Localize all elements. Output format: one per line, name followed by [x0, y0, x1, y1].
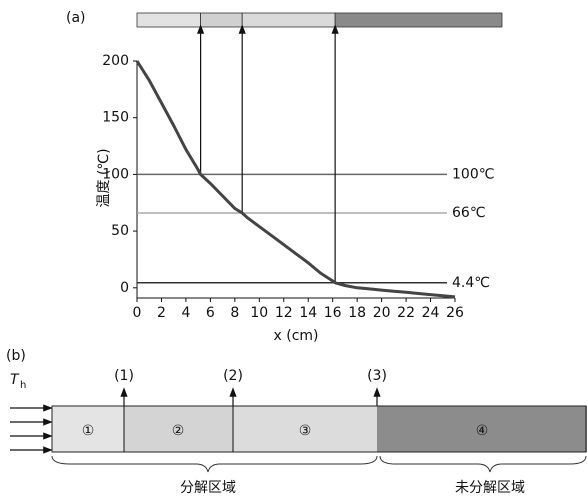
region-3	[233, 406, 377, 452]
x-tick-label: 4	[181, 305, 190, 321]
region-4	[377, 406, 587, 452]
y-axis-label: 温度 (℃)	[96, 148, 112, 207]
strip-segment	[334, 12, 503, 28]
marker: (2)	[223, 368, 243, 384]
sample-outline	[51, 405, 587, 453]
panel-label: (b)	[6, 348, 26, 364]
x-tick-label: 24	[422, 305, 440, 321]
region-label: ④	[476, 423, 489, 439]
region-label: ③	[299, 423, 312, 439]
y-tick-label: 100	[102, 166, 129, 182]
region-2	[124, 406, 233, 452]
x-tick-label: 22	[397, 305, 415, 321]
x-tick-label: 10	[250, 305, 268, 321]
marker: (3)	[367, 368, 387, 384]
brace	[51, 455, 378, 473]
x-tick-label: 26	[446, 305, 464, 321]
heat-label: T	[10, 372, 20, 388]
y-tick-label: 50	[111, 223, 129, 239]
x-tick-label: 20	[373, 305, 391, 321]
x-tick-label: 8	[230, 305, 239, 321]
x-tick-label: 12	[275, 305, 293, 321]
brace-label: 分解区域	[180, 480, 236, 496]
y-tick-label: 150	[102, 110, 129, 126]
region-label: ②	[172, 423, 185, 439]
x-axis-label: x (cm)	[274, 328, 319, 344]
strip-segment	[200, 12, 243, 28]
marker: (1)	[114, 368, 134, 384]
x-tick-label: 18	[348, 305, 366, 321]
x-tick-label: 0	[133, 305, 142, 321]
brace-label: 未分解区域	[455, 480, 525, 496]
y-tick-label: 200	[102, 53, 129, 69]
heat-subscript: h	[20, 380, 26, 391]
panel-label: (a)	[66, 10, 86, 26]
x-tick-label: 16	[324, 305, 342, 321]
brace	[379, 455, 587, 473]
x-tick-label: 6	[206, 305, 215, 321]
reference-label: 66℃	[452, 205, 486, 221]
reference-label: 4.4℃	[452, 275, 490, 291]
reference-label: 100℃	[452, 166, 494, 182]
y-tick-label: 0	[120, 280, 129, 296]
region-label: ①	[82, 423, 95, 439]
strip-segment	[241, 12, 336, 28]
heat-arrows	[10, 404, 53, 454]
data-line	[135, 60, 456, 299]
strip-segment	[136, 12, 201, 28]
region-1	[52, 406, 124, 452]
x-tick-label: 2	[157, 305, 166, 321]
x-tick-label: 14	[299, 305, 317, 321]
front-arrows	[120, 387, 381, 406]
